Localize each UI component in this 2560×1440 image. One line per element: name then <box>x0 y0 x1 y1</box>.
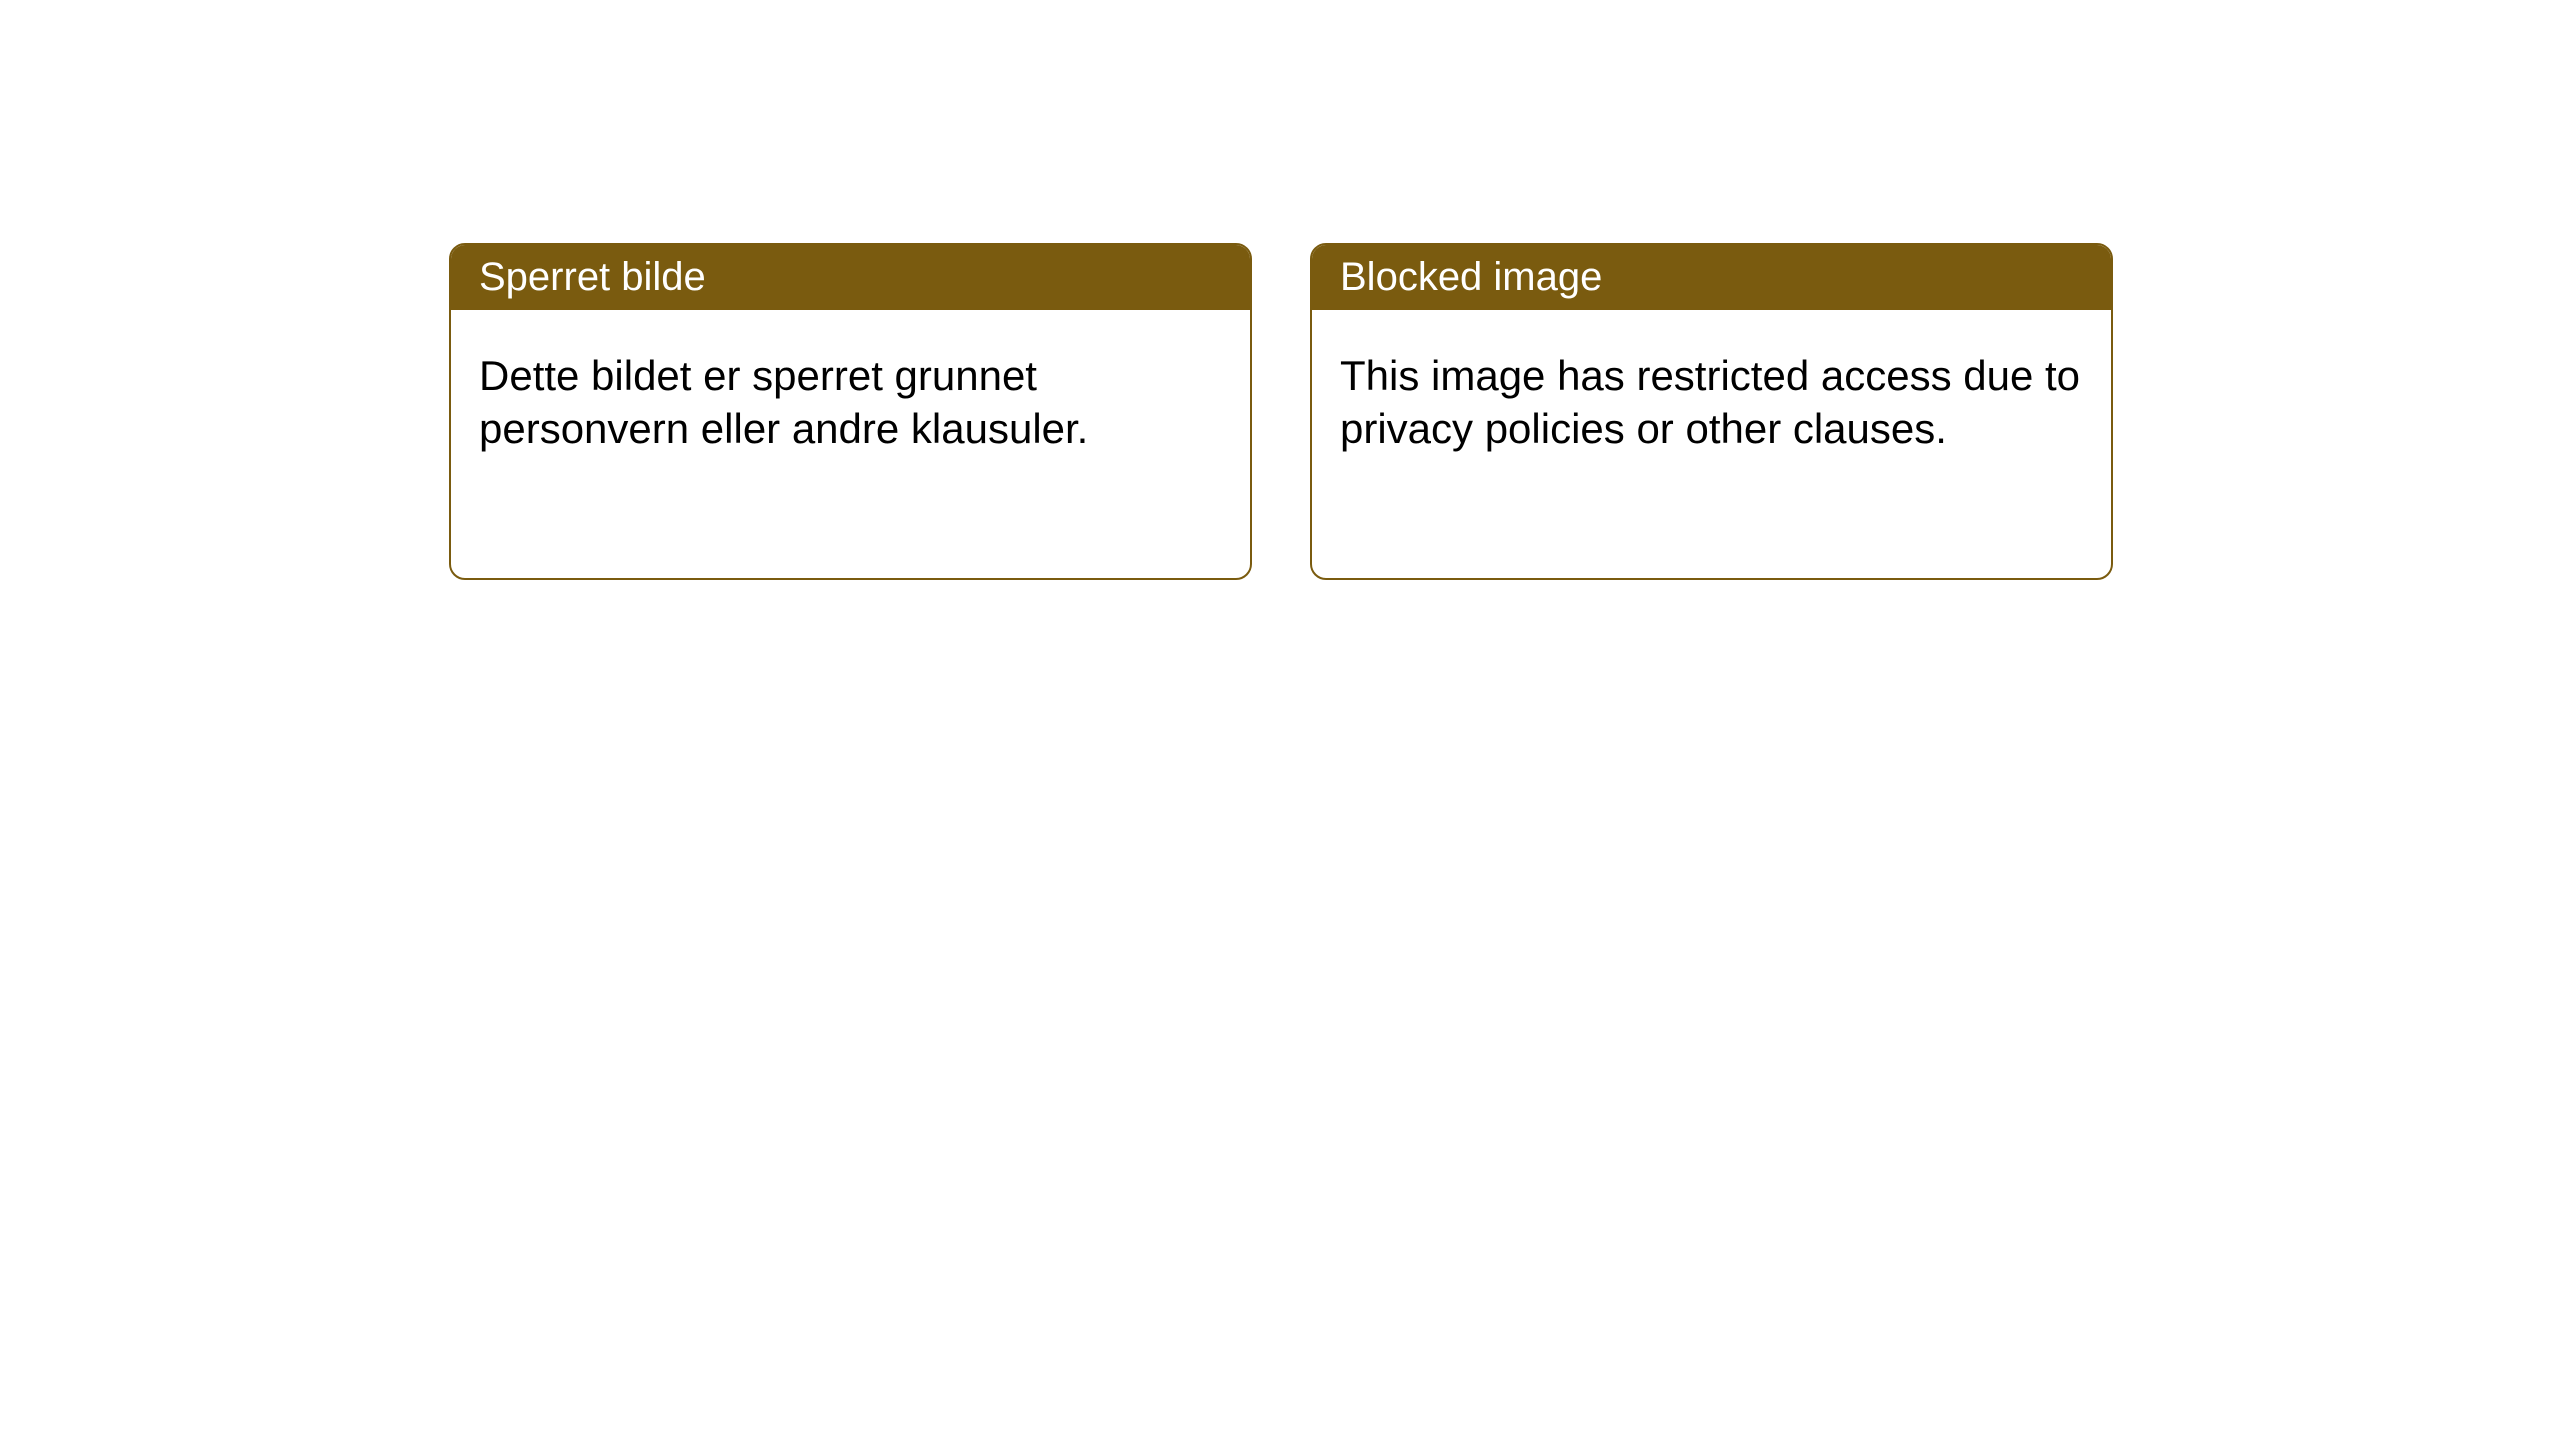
notice-card-norwegian: Sperret bilde Dette bildet er sperret gr… <box>449 243 1252 580</box>
card-body: Dette bildet er sperret grunnet personve… <box>451 310 1250 495</box>
card-body-text: This image has restricted access due to … <box>1340 352 2080 452</box>
card-title: Blocked image <box>1340 255 1602 299</box>
card-body-text: Dette bildet er sperret grunnet personve… <box>479 352 1088 452</box>
card-body: This image has restricted access due to … <box>1312 310 2111 495</box>
notice-cards-container: Sperret bilde Dette bildet er sperret gr… <box>0 0 2560 580</box>
card-title: Sperret bilde <box>479 255 706 299</box>
notice-card-english: Blocked image This image has restricted … <box>1310 243 2113 580</box>
card-header: Blocked image <box>1312 245 2111 310</box>
card-header: Sperret bilde <box>451 245 1250 310</box>
